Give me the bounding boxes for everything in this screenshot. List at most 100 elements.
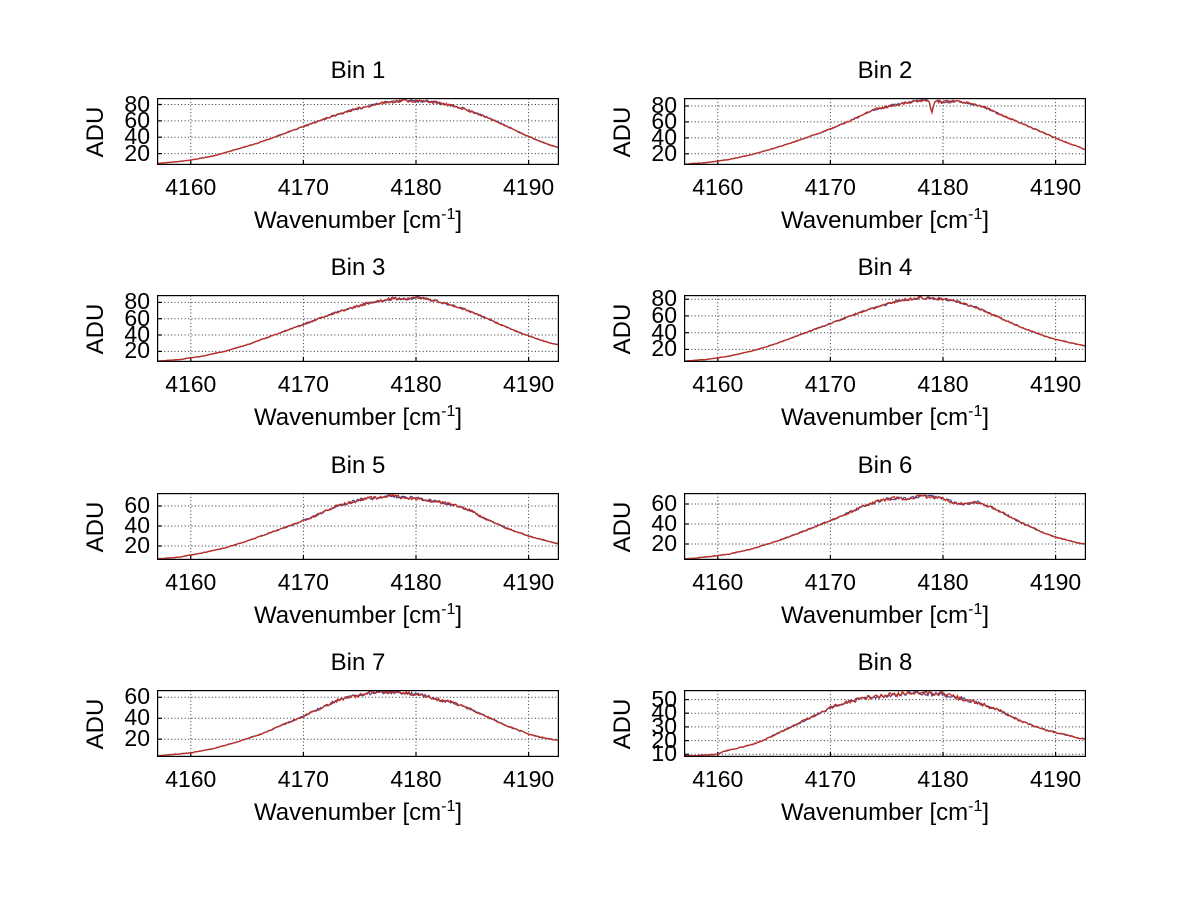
x-tick-label: 4160 (692, 766, 744, 792)
axes-box (157, 690, 559, 757)
spectrum-trace (157, 493, 559, 560)
x-tick-label: 4190 (1030, 371, 1082, 397)
spectrum-trace (157, 296, 559, 362)
y-axis-label: ADU (609, 106, 636, 157)
x-tick-label: 4180 (390, 569, 442, 595)
x-axis-label-close: ] (982, 799, 990, 826)
plot-area-bin-5 (157, 493, 559, 560)
y-tick-label: 60 (124, 106, 150, 133)
x-tick-label: 4170 (277, 569, 329, 595)
y-tick-label: 80 (124, 90, 150, 117)
y-tick-label: 40 (124, 321, 150, 348)
x-tick-label: 4160 (692, 174, 744, 200)
x-tick-label: 4180 (390, 766, 442, 792)
y-tick-label: 60 (124, 304, 150, 331)
x-axis-label: Wavenumber [cm-1] (684, 601, 1086, 630)
y-tick-label: 20 (124, 139, 150, 166)
y-tick-label: 80 (651, 285, 677, 312)
panel-title: Bin 2 (857, 57, 913, 84)
y-tick-label: 40 (124, 123, 150, 150)
x-tick-label: 4170 (804, 174, 856, 200)
plot-area-bin-6 (684, 493, 1086, 560)
y-tick-label: 60 (124, 683, 150, 710)
y-axis-label: ADU (609, 698, 636, 749)
x-axis-label-close: ] (455, 404, 463, 431)
grid-lines (157, 295, 559, 362)
y-axis-label: ADU (82, 106, 109, 157)
x-tick-label: 4180 (917, 174, 969, 200)
y-tick-label: 30 (651, 712, 677, 739)
axes-box (684, 690, 1086, 757)
grid-lines (157, 98, 559, 165)
plot-area-bin-4 (684, 295, 1086, 362)
panel-title: Bin 7 (330, 649, 386, 676)
y-tick-label: 20 (651, 335, 677, 362)
plot-area-bin-8 (684, 690, 1086, 757)
x-tick-label: 4180 (917, 569, 969, 595)
axis-tick-marks (684, 699, 1057, 757)
x-axis-label-close: ] (982, 207, 990, 234)
y-axis-label: ADU (82, 501, 109, 552)
spectrum-trace (684, 99, 1086, 165)
x-tick-label: 4190 (503, 569, 555, 595)
x-axis-label: Wavenumber [cm-1] (157, 601, 559, 630)
y-tick-label: 40 (124, 704, 150, 731)
x-axis-label-text: Wavenumber [cm (780, 799, 969, 826)
x-tick-label: 4180 (917, 371, 969, 397)
y-tick-label: 20 (651, 530, 677, 556)
y-tick-label: 20 (651, 139, 677, 166)
x-tick-label: 4170 (277, 174, 329, 200)
y-tick-label: 20 (124, 337, 150, 364)
x-tick-label: 4190 (503, 174, 555, 200)
y-tick-label: 40 (651, 123, 677, 150)
y-tick-label: 40 (651, 699, 677, 726)
x-axis-label-text: Wavenumber [cm (253, 207, 442, 234)
axes-box (157, 98, 559, 165)
x-tick-label: 4160 (692, 371, 744, 397)
grid-lines (684, 493, 1086, 560)
x-axis-label-superscript: -1 (441, 601, 456, 618)
x-tick-label: 4180 (390, 174, 442, 200)
y-tick-label: 80 (651, 91, 677, 118)
y-tick-label: 40 (651, 510, 677, 536)
y-axis-label: ADU (82, 698, 109, 749)
grid-lines (684, 98, 1086, 165)
x-tick-label: 4170 (804, 569, 856, 595)
y-tick-label: 20 (124, 725, 150, 752)
x-tick-label: 4190 (1030, 766, 1082, 792)
y-axis-label: ADU (609, 501, 636, 552)
x-axis-label-superscript: -1 (441, 403, 456, 420)
x-axis-label-close: ] (982, 602, 990, 629)
y-tick-label: 40 (124, 512, 150, 538)
axes-box (157, 493, 559, 560)
spectrum-trace-underlay (684, 493, 1086, 560)
axis-tick-marks (157, 301, 530, 362)
y-tick-label: 10 (651, 740, 677, 767)
spectrum-trace (157, 98, 559, 165)
axes-box (684, 295, 1086, 362)
plot-area-bin-7 (157, 690, 559, 757)
x-axis-label: Wavenumber [cm-1] (157, 798, 559, 827)
x-axis-label-text: Wavenumber [cm (253, 602, 442, 629)
x-tick-label: 4160 (165, 766, 217, 792)
x-axis-label-close: ] (455, 207, 463, 234)
x-tick-label: 4170 (804, 766, 856, 792)
y-tick-label: 60 (651, 107, 677, 134)
panel-title: Bin 1 (330, 57, 386, 84)
spectrum-trace (157, 690, 559, 757)
x-tick-label: 4190 (503, 371, 555, 397)
y-axis-label: ADU (609, 303, 636, 354)
plot-area-bin-1 (157, 98, 559, 165)
grid-lines (157, 493, 559, 560)
y-tick-label: 20 (651, 726, 677, 753)
x-tick-label: 4190 (1030, 174, 1082, 200)
panel-title: Bin 6 (857, 452, 913, 479)
axes-box (157, 295, 559, 362)
spectrum-trace-underlay (684, 98, 1086, 165)
x-tick-label: 4190 (1030, 569, 1082, 595)
x-tick-label: 4180 (390, 371, 442, 397)
spectrum-trace (684, 493, 1086, 560)
x-axis-label: Wavenumber [cm-1] (684, 206, 1086, 235)
x-tick-label: 4170 (804, 371, 856, 397)
x-axis-label-superscript: -1 (968, 206, 983, 223)
